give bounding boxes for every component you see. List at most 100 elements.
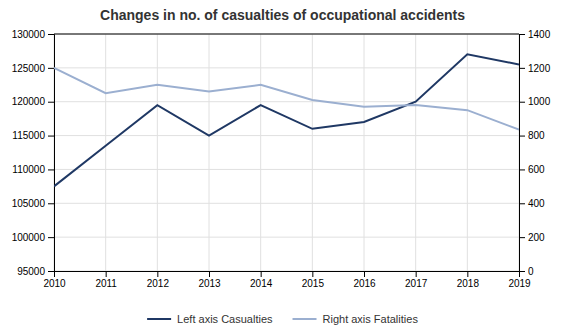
tick-mark	[48, 102, 54, 103]
axis-line	[520, 35, 526, 272]
tick-label: 110000	[12, 164, 45, 175]
series-group	[54, 54, 519, 186]
legend: Left axis Casualties Right axis Fatalitie…	[147, 313, 418, 325]
tick-mark	[519, 34, 525, 35]
tick-label: 2016	[353, 278, 376, 289]
tick: 2016	[353, 271, 376, 289]
tick: 0	[519, 266, 534, 277]
chart: 2010 2011 2012 2013 2014 2015 2016 2017 2018 2019…	[0, 0, 565, 335]
tick-label: 2019	[508, 278, 531, 289]
tick-label: 1400	[528, 29, 551, 40]
grid-line	[209, 34, 210, 271]
tick-label: 2017	[405, 278, 428, 289]
tick-mark	[48, 68, 54, 69]
tick: 1400	[519, 29, 551, 40]
tick-mark	[312, 271, 313, 277]
tick-label: 100000	[12, 232, 46, 243]
grid-line	[54, 67, 519, 68]
tick-label: 130000	[12, 29, 46, 40]
title: Changes in no. of casualties of occupati…	[100, 7, 465, 23]
grid-line	[54, 203, 519, 204]
legend-label: Left axis Casualties	[177, 313, 273, 325]
tick-label: 125000	[12, 63, 46, 74]
tick-mark	[48, 136, 54, 137]
tick-label: 0	[528, 266, 534, 277]
tick-label: 2011	[95, 278, 117, 289]
tick-mark	[519, 68, 525, 69]
tick-mark	[467, 271, 468, 277]
grid-line	[54, 237, 519, 238]
tick-mark	[519, 136, 525, 137]
tick-label: 2013	[198, 278, 221, 289]
y2-axis: 0 200 400 600 800 1000 1200 1400	[519, 29, 551, 277]
tick-mark	[209, 271, 210, 277]
tick-label: 400	[528, 198, 545, 209]
tick: 2012	[147, 271, 170, 289]
tick-label: 200	[528, 232, 545, 243]
frame	[54, 34, 519, 35]
axis-line	[55, 272, 520, 278]
tick-mark	[48, 271, 54, 272]
tick-label: 1000	[528, 96, 551, 107]
axis-line	[48, 35, 55, 272]
tick: 800	[519, 130, 545, 141]
tick: 95000	[17, 266, 54, 277]
x-axis: 2010 2011 2012 2013 2014 2015 2016 2017 2018 2019	[43, 271, 531, 289]
grid-line	[260, 34, 261, 271]
tick-mark	[519, 237, 525, 238]
tick: 110000	[12, 164, 54, 175]
tick: 2011	[95, 271, 117, 289]
tick-label: 2010	[43, 278, 66, 289]
tick: 130000	[12, 29, 54, 40]
tick: 2015	[302, 271, 325, 289]
legend-swatch	[293, 318, 317, 320]
legend-swatch	[147, 318, 171, 320]
legend-item: Left axis Casualties	[147, 313, 273, 325]
tick-label: 105000	[12, 198, 46, 209]
tick: 600	[519, 164, 545, 175]
tick-mark	[48, 169, 54, 170]
grid-line	[54, 101, 519, 102]
tick-label: 115000	[12, 130, 45, 141]
grid-line	[364, 34, 365, 271]
tick: 200	[519, 232, 545, 243]
tick: 400	[519, 198, 545, 209]
tick-mark	[48, 237, 54, 238]
tick-mark	[519, 102, 525, 103]
tick-mark	[157, 271, 158, 277]
tick-label: 800	[528, 130, 545, 141]
tick: 2013	[198, 271, 221, 289]
y-axis: 95000 100000 105000 110000 115000 120000 12500…	[12, 29, 55, 277]
tick-mark	[416, 271, 417, 277]
grid-line	[54, 34, 519, 35]
grid-line	[54, 135, 519, 136]
tick: 2018	[457, 271, 480, 289]
tick-label: 2014	[250, 278, 273, 289]
tick-mark	[106, 271, 107, 277]
grid-line	[54, 169, 519, 170]
tick-mark	[519, 271, 525, 272]
tick-label: 2012	[147, 278, 170, 289]
tick-mark	[261, 271, 262, 277]
grid-line	[105, 34, 106, 271]
grid-line	[312, 34, 313, 271]
tick: 100000	[12, 232, 54, 243]
tick-label: 2015	[302, 278, 325, 289]
tick-mark	[48, 34, 54, 35]
tick: 105000	[12, 198, 54, 209]
legend-item: Right axis Fatalities	[293, 313, 419, 325]
tick: 120000	[12, 96, 54, 107]
tick-label: 600	[528, 164, 545, 175]
tick-label: 1200	[528, 63, 551, 74]
tick-mark	[364, 271, 365, 277]
tick: 1200	[519, 63, 551, 74]
tick-mark	[48, 203, 54, 204]
grid-line	[157, 34, 158, 271]
plot: 2010 2011 2012 2013 2014 2015 2016 2017 2018 2019…	[12, 29, 551, 289]
series-line	[54, 68, 519, 130]
tick-label: 2018	[457, 278, 480, 289]
legend-label: Right axis Fatalities	[323, 313, 419, 325]
tick: 2017	[405, 271, 428, 289]
tick-label: 95000	[17, 266, 45, 277]
grid-line	[467, 34, 468, 271]
